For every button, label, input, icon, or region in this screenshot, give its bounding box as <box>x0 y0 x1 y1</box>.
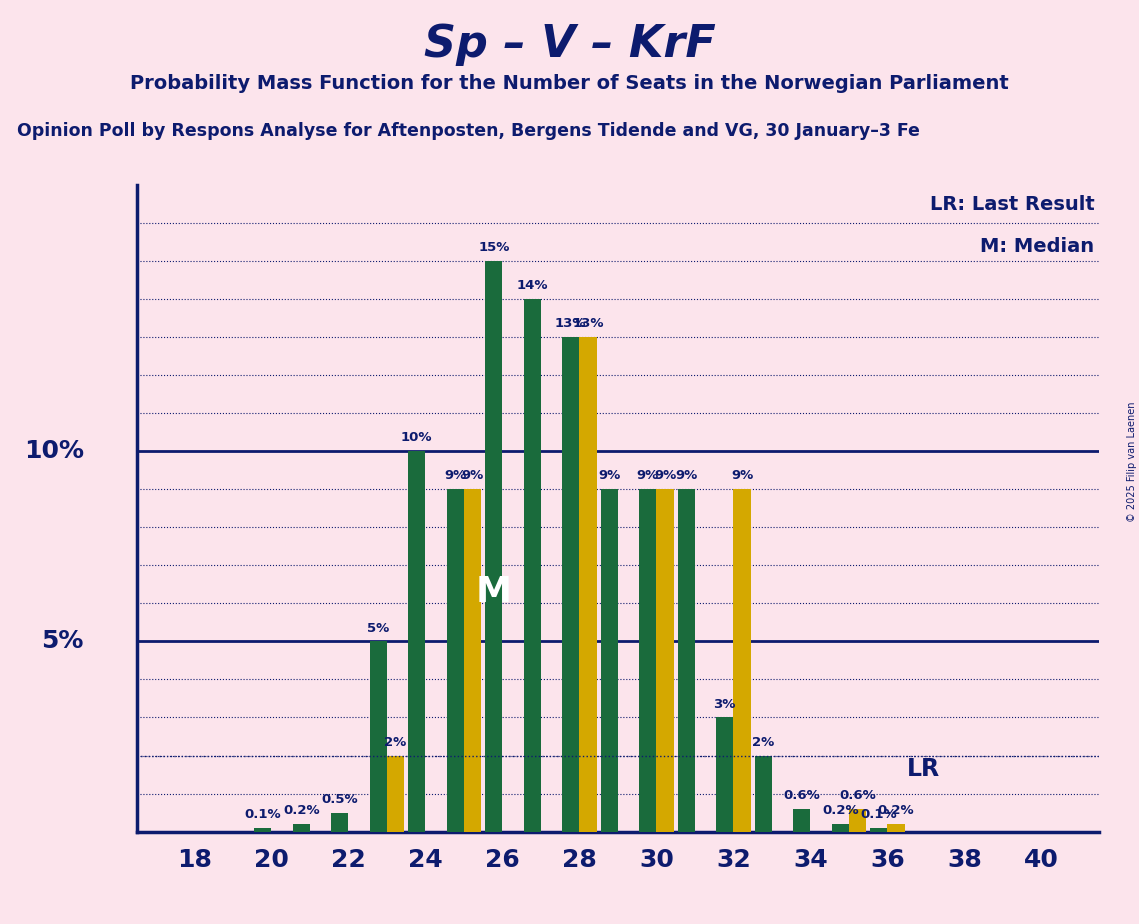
Text: 0.6%: 0.6% <box>839 789 876 802</box>
Bar <box>793 808 811 832</box>
Text: 0.2%: 0.2% <box>282 804 320 817</box>
Text: 13%: 13% <box>572 317 604 330</box>
Text: 15%: 15% <box>478 241 509 254</box>
Bar <box>678 489 695 832</box>
Text: 0.1%: 0.1% <box>245 808 281 821</box>
Bar <box>254 828 271 832</box>
Text: 2%: 2% <box>752 736 775 748</box>
Bar <box>408 451 425 832</box>
Text: 0.1%: 0.1% <box>860 808 898 821</box>
Text: 9%: 9% <box>598 469 621 482</box>
Text: LR: LR <box>907 757 940 781</box>
Text: 9%: 9% <box>444 469 466 482</box>
Text: 9%: 9% <box>654 469 677 482</box>
Bar <box>293 824 310 832</box>
Text: © 2025 Filip van Laenen: © 2025 Filip van Laenen <box>1126 402 1137 522</box>
Text: Sp – V – KrF: Sp – V – KrF <box>424 23 715 67</box>
Text: 3%: 3% <box>713 698 736 711</box>
Text: 14%: 14% <box>516 279 548 292</box>
Bar <box>734 489 751 832</box>
Text: M: M <box>476 575 511 609</box>
Bar <box>387 756 404 832</box>
Bar <box>331 812 349 832</box>
Bar <box>716 717 734 832</box>
Bar <box>369 641 387 832</box>
Text: 0.2%: 0.2% <box>878 804 915 817</box>
Text: 2%: 2% <box>385 736 407 748</box>
Bar <box>485 261 502 832</box>
Bar <box>754 756 772 832</box>
Text: M: Median: M: Median <box>981 237 1095 256</box>
Text: 0.2%: 0.2% <box>822 804 859 817</box>
Text: LR: Last Result: LR: Last Result <box>929 194 1095 213</box>
Text: 10%: 10% <box>401 432 433 444</box>
Bar <box>524 299 541 832</box>
Text: 9%: 9% <box>637 469 658 482</box>
Text: 9%: 9% <box>461 469 484 482</box>
Bar <box>870 828 887 832</box>
Bar <box>831 824 849 832</box>
Text: 5%: 5% <box>367 622 390 635</box>
Text: 9%: 9% <box>731 469 753 482</box>
Text: 5%: 5% <box>41 629 84 653</box>
Bar <box>562 337 580 832</box>
Text: 0.6%: 0.6% <box>784 789 820 802</box>
Bar <box>600 489 617 832</box>
Text: 9%: 9% <box>675 469 697 482</box>
Text: 10%: 10% <box>24 439 84 463</box>
Bar <box>887 824 904 832</box>
Text: Opinion Poll by Respons Analyse for Aftenposten, Bergens Tidende and VG, 30 Janu: Opinion Poll by Respons Analyse for Afte… <box>17 122 920 140</box>
Bar <box>580 337 597 832</box>
Bar <box>639 489 656 832</box>
Text: 0.5%: 0.5% <box>321 793 358 806</box>
Text: Probability Mass Function for the Number of Seats in the Norwegian Parliament: Probability Mass Function for the Number… <box>130 74 1009 93</box>
Bar <box>446 489 464 832</box>
Bar <box>849 808 867 832</box>
Text: 13%: 13% <box>555 317 587 330</box>
Bar <box>656 489 674 832</box>
Bar <box>464 489 482 832</box>
